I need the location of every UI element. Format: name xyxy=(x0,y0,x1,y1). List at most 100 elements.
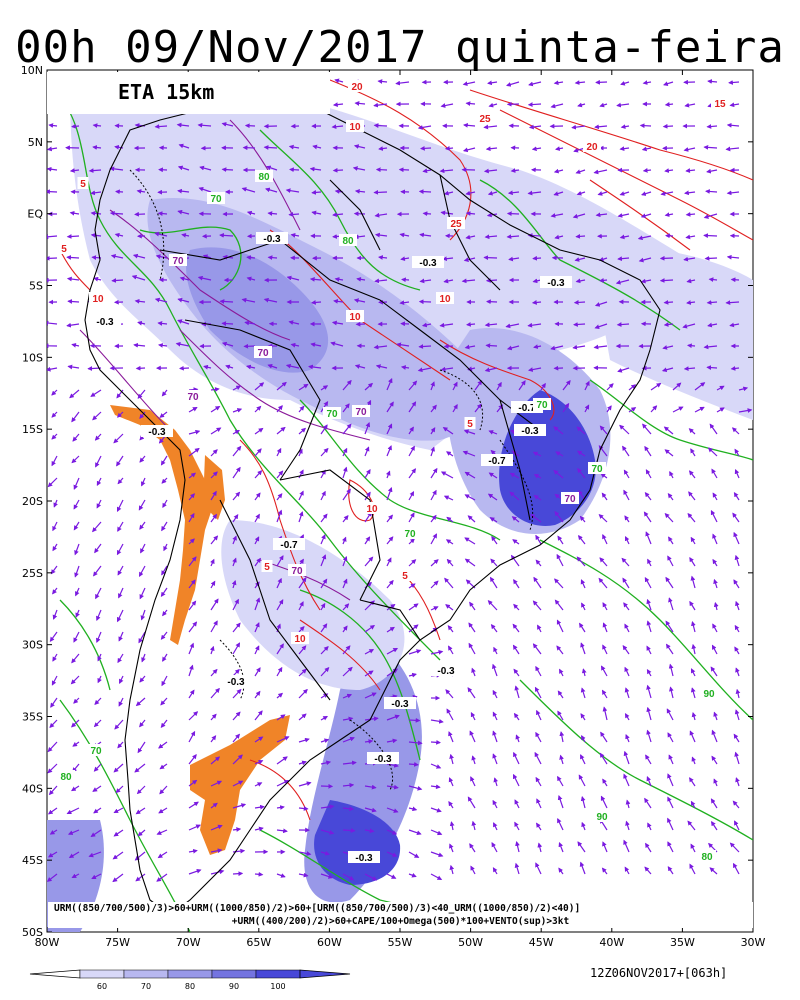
wind-vector xyxy=(66,322,80,328)
wind-vector xyxy=(160,455,168,466)
wind-vector xyxy=(418,344,432,349)
wind-vector xyxy=(92,411,102,421)
wind-vector xyxy=(398,167,410,173)
wind-vector xyxy=(288,320,300,325)
wind-vector xyxy=(159,411,168,418)
contour-label: 70 xyxy=(210,194,222,205)
wind-vector xyxy=(288,212,300,217)
wind-vector xyxy=(602,622,608,633)
map-title: 00h 09/Nov/2017 quinta-feira xyxy=(15,22,785,73)
contour-label: 10 xyxy=(349,312,361,323)
wind-vector xyxy=(485,343,498,349)
wind-vector xyxy=(386,807,399,813)
wind-vector xyxy=(74,543,80,556)
wind-vector xyxy=(298,851,312,856)
wind-vector xyxy=(94,543,102,554)
wind-vector xyxy=(536,709,542,721)
wind-vector xyxy=(188,824,201,831)
wind-vector xyxy=(492,689,498,699)
wind-vector xyxy=(513,751,520,765)
wind-vector xyxy=(375,364,388,369)
wind-vector xyxy=(267,255,278,261)
wind-vector xyxy=(553,168,564,174)
contour-label: 70 xyxy=(187,392,199,403)
wind-vector xyxy=(342,625,348,633)
wind-vector xyxy=(210,687,220,699)
wind-vector xyxy=(659,278,674,283)
lon-label: 50W xyxy=(458,936,483,949)
wind-vector xyxy=(276,805,285,810)
wind-vector xyxy=(531,300,542,305)
wind-vector xyxy=(311,300,322,305)
wind-vector xyxy=(690,843,696,853)
wind-vector xyxy=(232,385,242,391)
dotted-contours xyxy=(129,169,534,791)
wind-vector xyxy=(298,427,307,435)
lat-label: 10S xyxy=(22,351,43,364)
wind-vector xyxy=(155,254,168,259)
wind-vector xyxy=(706,365,718,370)
wind-vector xyxy=(689,863,696,875)
wind-vector xyxy=(599,102,608,108)
wind-vector xyxy=(557,817,564,831)
wind-vector xyxy=(241,187,256,193)
wind-vector xyxy=(716,385,725,391)
wind-vector xyxy=(471,820,477,831)
wind-vector xyxy=(448,645,454,655)
formula-line-1: URM((850/700/500)/3)>60+URM((1000/850)/2… xyxy=(54,903,581,914)
wind-vector xyxy=(527,102,542,107)
wind-vectors xyxy=(47,77,753,883)
wind-vector xyxy=(628,407,637,413)
wind-vector xyxy=(298,626,305,633)
wind-vector xyxy=(71,653,80,664)
wind-vector xyxy=(332,102,344,107)
wind-vector xyxy=(246,255,256,260)
contour-label: 90 xyxy=(596,812,608,823)
wind-vector xyxy=(418,189,432,194)
wind-vector xyxy=(515,841,520,853)
wind-vector xyxy=(364,784,377,790)
wind-vector xyxy=(576,556,586,567)
wind-vector xyxy=(440,471,454,479)
wind-vector xyxy=(334,78,344,84)
wind-vector xyxy=(254,622,260,633)
wind-vector xyxy=(114,232,124,238)
wind-vector xyxy=(468,622,476,633)
contour-label-bg xyxy=(561,492,579,504)
border-4 xyxy=(359,599,421,641)
wind-vector xyxy=(506,345,520,351)
wind-vector xyxy=(492,867,498,875)
wind-vector xyxy=(624,713,630,721)
wind-vector xyxy=(232,688,242,699)
wind-vector xyxy=(540,382,546,391)
wind-vector xyxy=(285,363,300,369)
wind-vector xyxy=(579,861,586,875)
coastline xyxy=(84,94,661,916)
wind-vector xyxy=(93,276,102,282)
wind-vector xyxy=(599,557,608,567)
wind-vector xyxy=(729,842,740,853)
wind-vector xyxy=(579,515,586,523)
wind-vector xyxy=(446,558,454,567)
wind-vector xyxy=(109,210,124,216)
wind-vector xyxy=(400,256,410,262)
contour-label: -0.3 xyxy=(437,666,455,677)
wind-vector xyxy=(298,760,307,766)
longitude-labels: 80W 75W 70W 65W 60W 55W 50W 45W 40W 35W 30W xyxy=(35,936,766,949)
wind-vector xyxy=(69,168,80,173)
wind-vector xyxy=(690,687,696,699)
contour-label: 70 xyxy=(257,348,269,359)
colorbar-tick-label: 100 xyxy=(270,982,285,991)
wind-vector xyxy=(232,803,247,809)
wind-vector xyxy=(289,167,300,173)
wind-vector xyxy=(181,233,190,238)
wind-vector xyxy=(730,277,740,283)
wind-vector xyxy=(642,423,652,435)
wind-vector xyxy=(112,873,124,883)
wind-vector xyxy=(642,80,652,85)
wind-vector xyxy=(625,820,630,831)
wind-vector xyxy=(430,533,438,545)
wind-vector xyxy=(535,665,542,677)
wind-vector xyxy=(331,320,344,326)
wind-vector xyxy=(645,754,652,765)
